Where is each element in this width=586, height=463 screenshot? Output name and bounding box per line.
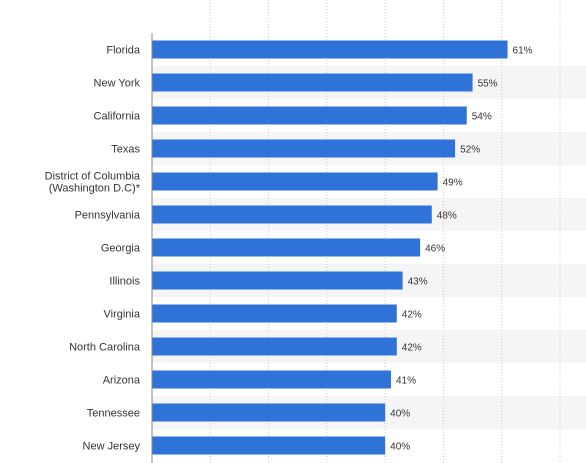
value-label: 49% [443,178,463,189]
category-label: Florida [106,45,141,57]
value-label: 52% [460,145,480,156]
category-label-line: California [94,111,141,123]
value-label: 42% [402,343,422,354]
value-label: 40% [390,409,410,420]
bar[interactable] [152,304,397,323]
bar[interactable] [152,436,386,455]
category-label-line: Pennsylvania [75,210,141,222]
category-label-line: Tennessee [87,408,140,420]
category-label-line: Illinois [109,276,140,288]
value-label: 46% [425,244,445,255]
category-label: New York [94,78,141,90]
bar[interactable] [152,370,391,389]
value-label: 61% [513,46,533,57]
bar[interactable] [152,172,438,191]
bar[interactable] [152,271,403,290]
category-label-line: New York [94,78,141,90]
bar[interactable] [152,106,467,125]
value-labels: 61% 55% 54% 52% 49% 48% 46% 43% 42% 42% 41% 40% 40% [390,46,533,453]
value-label: 41% [396,376,416,387]
category-label: Virginia [104,309,141,321]
bar[interactable] [152,403,386,422]
bars [152,40,508,455]
category-label: Pennsylvania [75,210,141,222]
category-label: District of Columbia (Washington D.C)* [45,171,141,195]
value-label: 40% [390,442,410,453]
category-label: California [94,111,141,123]
category-label: New Jersey [83,441,141,453]
gridlines [209,0,561,463]
category-label-line: Florida [106,45,141,57]
category-label: Georgia [101,243,141,255]
category-label-line: Virginia [104,309,141,321]
category-label: Illinois [109,276,140,288]
category-label: Arizona [103,375,141,387]
category-label-line: Texas [111,144,140,156]
value-label: 54% [472,112,492,123]
category-label-line: Arizona [103,375,141,387]
value-label: 42% [402,310,422,321]
category-label: Texas [111,144,140,156]
category-labels: Florida New York California Texas District o… [45,45,141,453]
bar[interactable] [152,73,473,92]
category-label-line: North Carolina [69,342,141,354]
category-label: Tennessee [87,408,140,420]
bar[interactable] [152,238,421,257]
bar[interactable] [152,40,508,59]
value-label: 48% [437,211,457,222]
value-label: 43% [408,277,428,288]
category-label-line: District of Columbia [45,171,141,183]
value-label: 55% [478,79,498,90]
category-label: North Carolina [69,342,141,354]
category-label-line: Georgia [101,243,141,255]
category-label-line: (Washington D.C)* [49,183,141,195]
bar[interactable] [152,337,397,356]
category-label-line: New Jersey [83,441,141,453]
bar[interactable] [152,205,432,224]
bar[interactable] [152,139,456,158]
